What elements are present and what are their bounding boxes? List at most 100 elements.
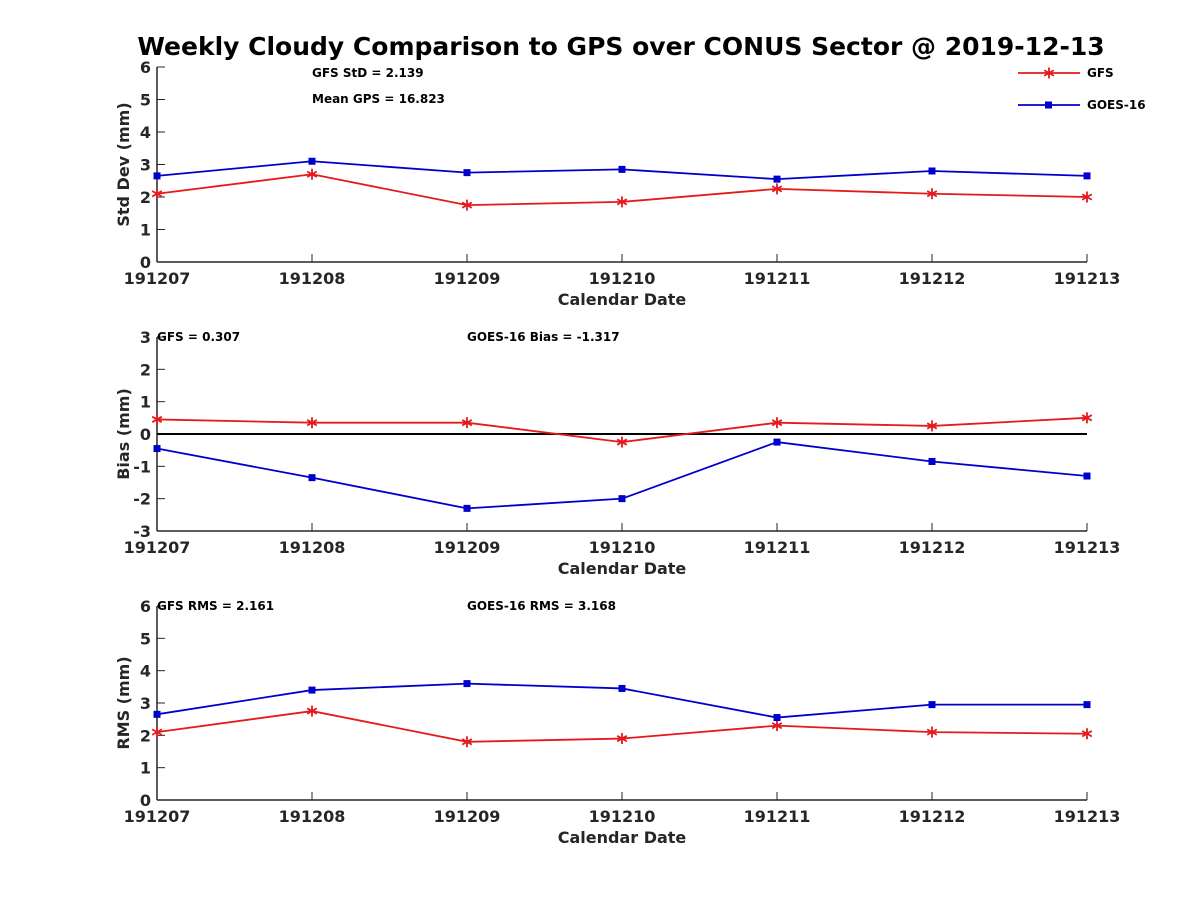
y-tick-label: 1	[140, 759, 151, 778]
data-point-gfs	[616, 436, 628, 448]
legend-marker-gfs	[1043, 67, 1055, 79]
legend-label-gfs: GFS	[1087, 66, 1114, 80]
x-tick-label: 191210	[589, 538, 656, 557]
y-tick-label: 2	[140, 726, 151, 745]
data-point-goes16	[463, 680, 471, 688]
y-tick-label: 5	[140, 91, 151, 110]
y-tick-label: -2	[133, 490, 151, 509]
data-point-goes16	[618, 165, 626, 173]
x-tick-label: 191209	[434, 269, 501, 288]
data-point-gfs	[771, 417, 783, 429]
data-point-gfs	[926, 726, 938, 738]
y-tick-label: -1	[133, 457, 151, 476]
data-point-gfs	[306, 417, 318, 429]
x-tick-label: 191207	[124, 538, 191, 557]
data-point-gfs	[771, 183, 783, 195]
y-tick-label: 0	[140, 791, 151, 810]
data-point-gfs	[616, 196, 628, 208]
y-tick-label: 3	[140, 328, 151, 347]
y-tick-label: 2	[140, 360, 151, 379]
x-tick-label: 191211	[744, 269, 811, 288]
y-tick-label: 4	[140, 662, 151, 681]
x-tick-label: 191213	[1054, 538, 1121, 557]
data-point-gfs	[1081, 412, 1093, 424]
y-tick-label: 3	[140, 156, 151, 175]
x-tick-label: 191210	[589, 807, 656, 826]
x-tick-label: 191213	[1054, 807, 1121, 826]
y-tick-label: 2	[140, 188, 151, 207]
data-point-gfs	[771, 720, 783, 732]
bias-panel: -3 -2 -1 0 1 2 3 191207 191208 191209 191210 191211…	[114, 328, 1120, 578]
data-point-goes16	[773, 438, 781, 446]
data-point-gfs	[151, 726, 163, 738]
y-axis-label: RMS (mm)	[114, 656, 133, 749]
std-dev-panel: 0 1 2 3 4 5 6 191207 191208 191209 191210 191211 191…	[114, 58, 1120, 309]
data-point-goes16	[618, 684, 626, 692]
data-point-gfs	[616, 733, 628, 745]
x-tick-label: 191208	[279, 269, 346, 288]
x-axis-label: Calendar Date	[558, 828, 687, 847]
y-tick-label: 1	[140, 221, 151, 240]
y-tick-label: 6	[140, 58, 151, 77]
y-tick-label: -3	[133, 522, 151, 541]
y-tick-label: 1	[140, 393, 151, 412]
y-tick-label: 0	[140, 253, 151, 272]
annotation-text: GFS StD = 2.139	[312, 66, 424, 80]
x-tick-label: 191207	[124, 269, 191, 288]
y-tick-label: 6	[140, 597, 151, 616]
x-axis-label: Calendar Date	[558, 559, 687, 578]
data-point-goes16	[153, 710, 161, 718]
data-point-gfs	[461, 736, 473, 748]
data-point-goes16	[308, 686, 316, 694]
data-point-gfs	[151, 413, 163, 425]
x-tick-label: 191212	[899, 269, 966, 288]
data-point-goes16	[463, 169, 471, 177]
data-point-gfs	[1081, 728, 1093, 740]
x-tick-label: 191211	[744, 807, 811, 826]
data-point-gfs	[306, 168, 318, 180]
data-point-gfs	[926, 420, 938, 432]
y-tick-label: 5	[140, 629, 151, 648]
x-tick-label: 191210	[589, 269, 656, 288]
data-point-goes16	[618, 495, 626, 503]
figure-title: Weekly Cloudy Comparison to GPS over CON…	[137, 32, 1104, 61]
data-point-goes16	[308, 157, 316, 165]
data-point-gfs	[461, 417, 473, 429]
annotation-text: Mean GPS = 16.823	[312, 92, 445, 106]
data-point-goes16	[308, 474, 316, 482]
data-point-gfs	[1081, 191, 1093, 203]
rms-panel: 0 1 2 3 4 5 6 191207 191208 191209 191210 191211 191…	[114, 597, 1120, 847]
data-point-goes16	[153, 445, 161, 453]
y-axis-label: Bias (mm)	[114, 388, 133, 480]
annotation-text: GFS RMS = 2.161	[157, 599, 274, 613]
x-tick-label: 191213	[1054, 269, 1121, 288]
x-tick-label: 191208	[279, 538, 346, 557]
data-point-gfs	[151, 188, 163, 200]
x-tick-label: 191208	[279, 807, 346, 826]
data-point-goes16	[1083, 172, 1091, 180]
legend-marker-goes16	[1045, 101, 1052, 109]
data-point-goes16	[463, 504, 471, 512]
data-point-goes16	[1083, 472, 1091, 480]
y-tick-label: 0	[140, 425, 151, 444]
x-tick-label: 191207	[124, 807, 191, 826]
data-point-goes16	[1083, 701, 1091, 709]
x-tick-label: 191209	[434, 807, 501, 826]
x-tick-label: 191212	[899, 538, 966, 557]
data-point-goes16	[928, 167, 936, 175]
x-tick-label: 191211	[744, 538, 811, 557]
data-point-goes16	[928, 701, 936, 709]
data-point-goes16	[773, 175, 781, 183]
legend-label-goes16: GOES-16	[1087, 98, 1146, 112]
x-tick-label: 191209	[434, 538, 501, 557]
legend: GFS GOES-16	[1018, 66, 1146, 112]
x-axis-label: Calendar Date	[558, 290, 687, 309]
annotation-text: GFS = 0.307	[157, 330, 240, 344]
y-tick-label: 3	[140, 694, 151, 713]
data-point-gfs	[926, 188, 938, 200]
data-point-goes16	[773, 714, 781, 722]
annotation-text: GOES-16 Bias = -1.317	[467, 330, 620, 344]
y-axis-label: Std Dev (mm)	[114, 102, 133, 226]
data-point-gfs	[306, 705, 318, 717]
